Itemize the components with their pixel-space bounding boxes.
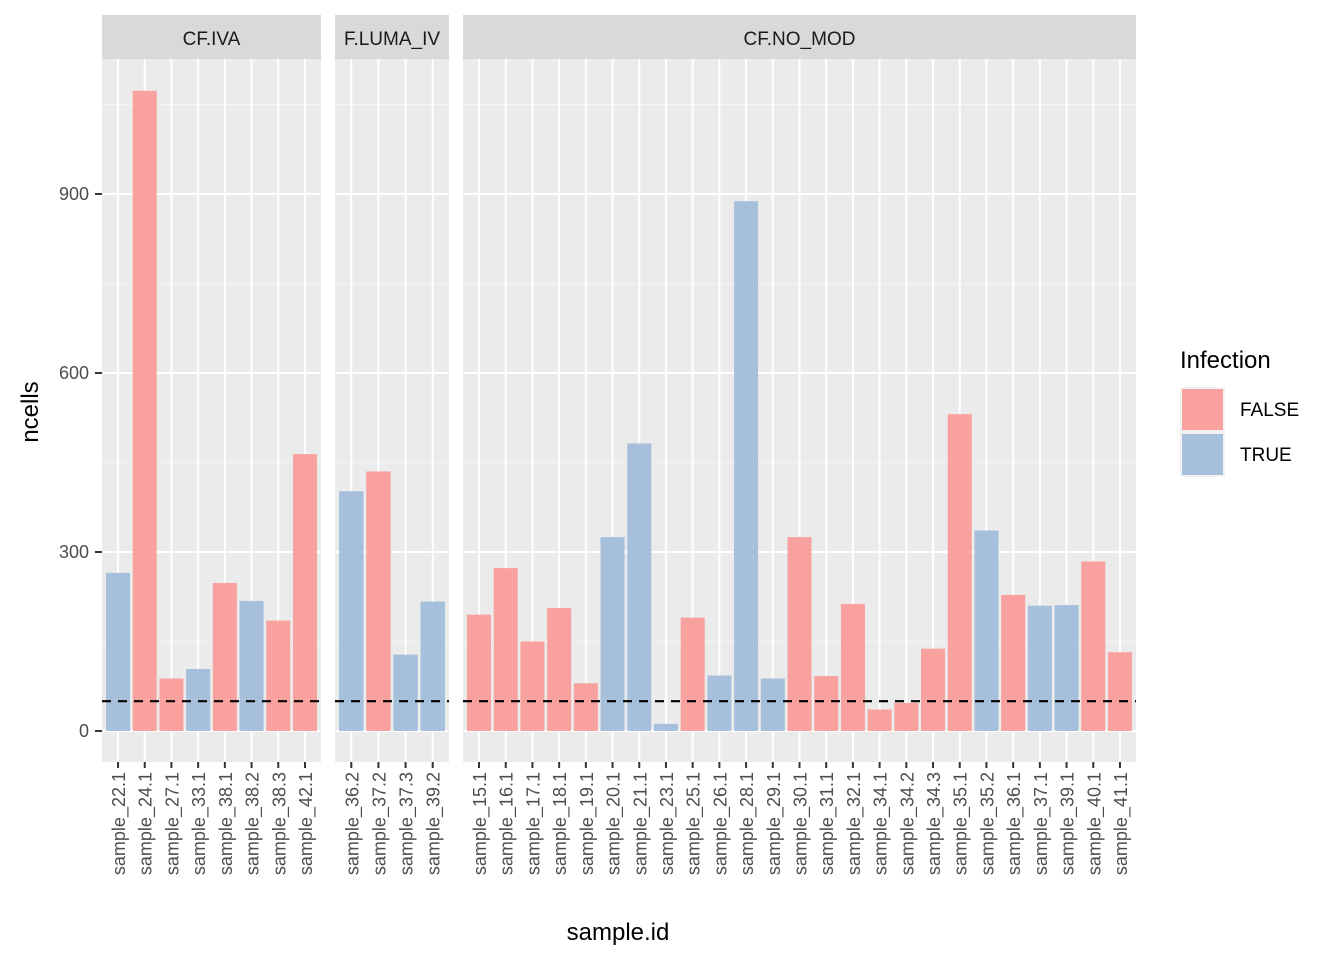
x-tick-label: sample_28.1 [737, 772, 758, 875]
bar-sample-41-1 [1107, 652, 1132, 731]
bar-sample-23-1 [653, 723, 678, 731]
x-tick-label: sample_34.3 [924, 772, 945, 875]
x-tick-label: sample_37.3 [397, 772, 418, 875]
bar-sample-38-3 [266, 620, 291, 731]
x-tick-label: sample_38.1 [216, 772, 237, 875]
bar-sample-34-3 [921, 648, 946, 731]
y-tick-label: 900 [59, 184, 89, 204]
facet-strip-label: CF.IVA [183, 29, 241, 50]
bar-sample-34-1 [867, 709, 892, 731]
x-tick-label: sample_26.1 [710, 772, 731, 875]
x-tick-label: sample_16.1 [497, 772, 518, 875]
bar-sample-25-1 [680, 617, 705, 731]
bar-sample-15-1 [467, 614, 492, 731]
x-tick-label: sample_37.2 [369, 772, 390, 875]
x-tick-label: sample_35.1 [951, 772, 972, 875]
y-tick-label: 600 [59, 363, 89, 383]
facet-panels: CF.IVA sample_22.1 sample_24.1 sample_27.1 s… [102, 15, 1136, 875]
bar-sample-28-1 [734, 201, 759, 731]
bar-sample-16-1 [493, 568, 518, 731]
x-tick-label: sample_34.2 [897, 772, 918, 875]
x-tick-label: sample_19.1 [577, 772, 598, 875]
x-tick-label: sample_39.2 [424, 772, 445, 875]
x-tick-label: sample_25.1 [684, 772, 705, 875]
y-tick-label: 0 [79, 721, 89, 741]
x-tick-label: sample_27.1 [162, 772, 183, 875]
x-tick-label: sample_37.1 [1031, 772, 1052, 875]
x-tick-label: sample_39.1 [1058, 772, 1079, 875]
y-axis-title: ncells [17, 381, 44, 442]
legend-label-false: FALSE [1240, 400, 1299, 421]
bar-sample-37-1 [1027, 605, 1052, 731]
facet-strip [102, 15, 321, 59]
bar-sample-32-1 [840, 603, 865, 731]
bar-sample-22-1 [106, 572, 131, 731]
bar-sample-35-2 [974, 530, 999, 731]
facet-panel: CF.NO_MOD sample_15.1 sample_16.1 sample_17… [463, 15, 1136, 875]
bar-sample-39-1 [1054, 605, 1079, 731]
x-tick-label: sample_18.1 [550, 772, 571, 875]
x-tick-label: sample_22.1 [109, 772, 130, 875]
x-tick-label: sample_34.1 [871, 772, 892, 875]
legend-key-true [1182, 434, 1223, 475]
x-tick-label: sample_20.1 [604, 772, 625, 875]
legend-label-true: TRUE [1240, 445, 1292, 466]
facet-strip [463, 15, 1136, 59]
legend-key-false [1182, 389, 1223, 430]
facet-panel: F.LUMA_IV sample_36.2 sample_37.2 sample_37… [335, 15, 449, 875]
x-tick-label: sample_15.1 [470, 772, 491, 875]
bar-sample-30-1 [787, 537, 812, 731]
x-tick-label: sample_30.1 [791, 772, 812, 875]
x-axis-title: sample.id [567, 919, 670, 946]
x-tick-label: sample_36.1 [1004, 772, 1025, 875]
x-tick-label: sample_21.1 [630, 772, 651, 875]
bar-sample-37-2 [366, 471, 391, 731]
bar-sample-29-1 [760, 678, 785, 731]
bar-sample-31-1 [814, 676, 839, 731]
x-tick-label: sample_29.1 [764, 772, 785, 875]
bar-sample-36-2 [339, 491, 364, 731]
x-tick-label: sample_41.1 [1111, 772, 1132, 875]
bar-sample-33-1 [186, 668, 211, 731]
facet-strip [335, 15, 449, 59]
bar-sample-36-1 [1001, 594, 1026, 731]
bar-sample-17-1 [520, 641, 545, 731]
facet-strip-label: F.LUMA_IV [344, 29, 440, 50]
bar-sample-35-1 [947, 414, 972, 731]
x-tick-label: sample_35.2 [977, 772, 998, 875]
x-tick-label: sample_38.3 [269, 772, 290, 875]
bar-sample-40-1 [1081, 561, 1106, 731]
legend-title: Infection [1180, 347, 1271, 374]
x-tick-label: sample_33.1 [189, 772, 210, 875]
bar-sample-19-1 [573, 683, 598, 731]
x-tick-label: sample_24.1 [136, 772, 157, 875]
x-tick-label: sample_40.1 [1084, 772, 1105, 875]
x-tick-label: sample_31.1 [817, 772, 838, 875]
bar-sample-42-1 [292, 454, 317, 731]
bar-sample-38-1 [212, 583, 237, 731]
facet-panel: CF.IVA sample_22.1 sample_24.1 sample_27.1 s… [102, 15, 321, 875]
x-tick-label: sample_17.1 [523, 772, 544, 875]
bar-sample-34-2 [894, 702, 919, 731]
bar-sample-38-2 [239, 600, 264, 731]
bar-sample-20-1 [600, 537, 625, 731]
facet-strip-label: CF.NO_MOD [744, 29, 856, 50]
bar-sample-21-1 [627, 443, 652, 731]
bar-sample-24-1 [132, 90, 157, 731]
y-tick-label: 300 [59, 542, 89, 562]
bar-sample-39-2 [420, 601, 445, 731]
y-axis: 0 300 600 900 [59, 184, 102, 741]
x-tick-label: sample_23.1 [657, 772, 678, 875]
x-tick-label: sample_38.2 [243, 772, 264, 875]
bar-sample-26-1 [707, 675, 732, 731]
x-tick-label: sample_36.2 [342, 772, 363, 875]
bar-sample-27-1 [159, 678, 184, 731]
bar-sample-18-1 [547, 608, 572, 731]
legend: Infection FALSE TRUE [1180, 347, 1299, 477]
bar-sample-37-3 [393, 654, 418, 731]
x-tick-label: sample_42.1 [296, 772, 317, 875]
x-tick-label: sample_32.1 [844, 772, 865, 875]
